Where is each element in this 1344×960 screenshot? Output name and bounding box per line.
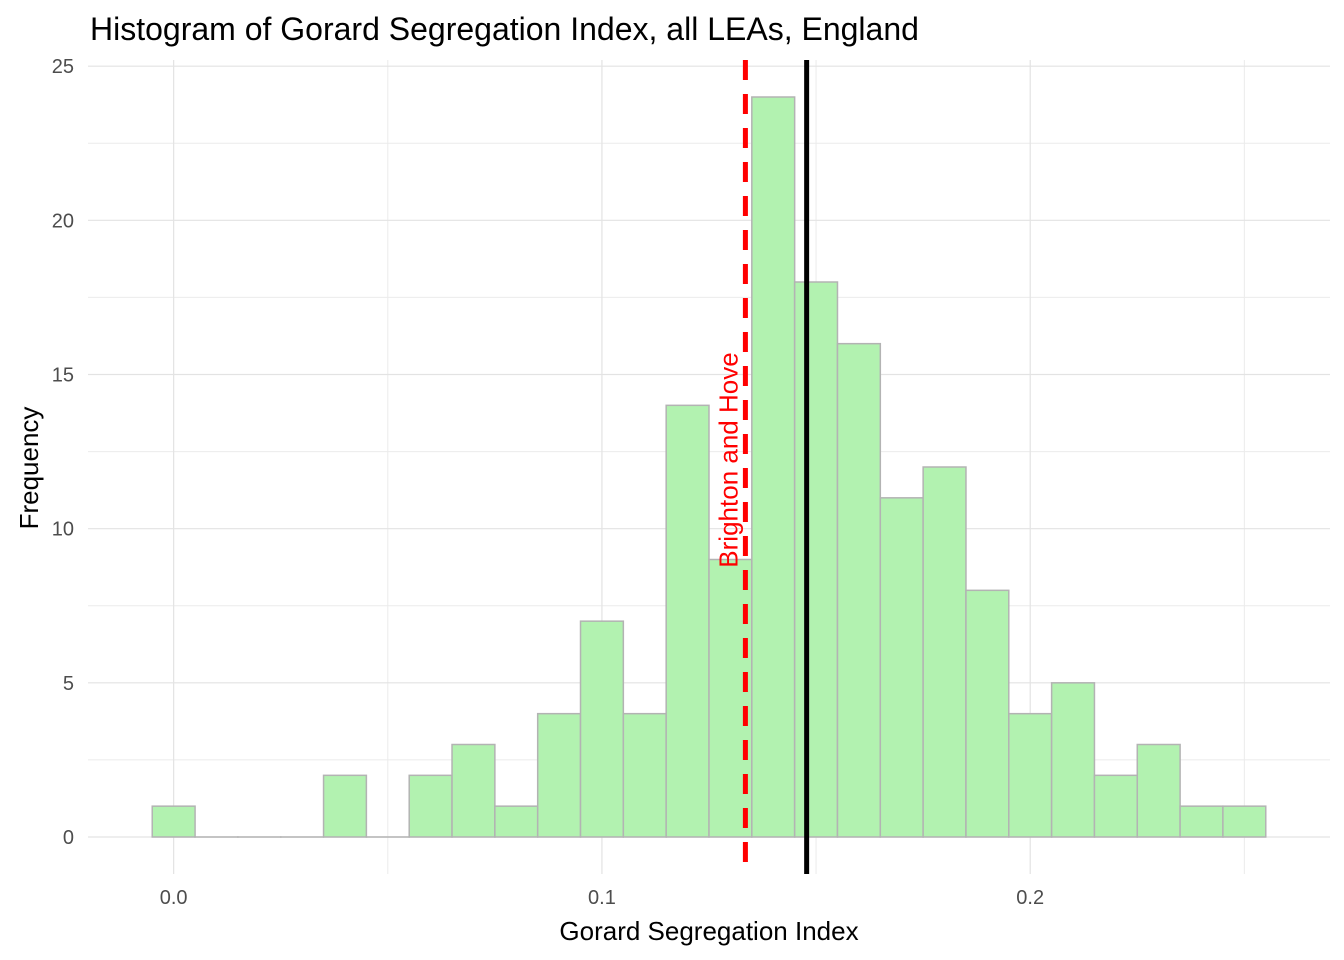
- x-tick-label: 0.0: [160, 887, 188, 909]
- histogram-bar: [1179, 805, 1224, 838]
- histogram-bar: [1050, 682, 1096, 838]
- histogram-bar: [879, 497, 924, 838]
- histogram-bar: [622, 712, 667, 838]
- histogram-bar: [1008, 712, 1053, 838]
- y-tick-label: 15: [52, 365, 74, 387]
- chart-title: Histogram of Gorard Segregation Index, a…: [90, 11, 919, 47]
- x-axis-ticks: 0.0 0.1 0.2: [160, 887, 1044, 909]
- y-tick-label: 5: [63, 673, 74, 695]
- histogram-bar: [536, 712, 582, 838]
- histogram-bar: [836, 342, 882, 838]
- histogram-bar: [579, 620, 625, 838]
- histogram-bar: [151, 805, 196, 838]
- histogram-bar: [793, 281, 839, 838]
- histogram-bar: [1136, 743, 1181, 838]
- histogram-bar: [665, 404, 710, 838]
- y-axis-title: Frequency: [14, 407, 44, 530]
- histogram-bar: [1222, 805, 1267, 838]
- histogram-bar: [494, 805, 539, 838]
- reference-lines: Brighton and Hove: [713, 60, 810, 874]
- histogram-bar: [708, 558, 753, 838]
- histogram-bars: [151, 96, 1267, 838]
- histogram-bar: [408, 774, 453, 838]
- reference-line-label: Brighton and Hove: [713, 352, 743, 567]
- y-tick-label: 0: [63, 827, 74, 849]
- histogram-bar: [751, 96, 796, 838]
- histogram-bar: [922, 466, 967, 838]
- y-tick-label: 25: [52, 56, 74, 78]
- y-tick-label: 10: [52, 519, 74, 541]
- x-tick-label: 0.1: [588, 887, 616, 909]
- y-axis-ticks: 0 5 10 15 20 25: [52, 56, 74, 849]
- y-tick-label: 20: [52, 210, 74, 232]
- x-axis-title: Gorard Segregation Index: [559, 916, 858, 946]
- histogram-bar: [1093, 774, 1139, 838]
- histogram-bar: [322, 774, 368, 838]
- histogram-bar: [965, 589, 1010, 838]
- histogram-bar: [451, 743, 496, 838]
- x-tick-label: 0.2: [1016, 887, 1044, 909]
